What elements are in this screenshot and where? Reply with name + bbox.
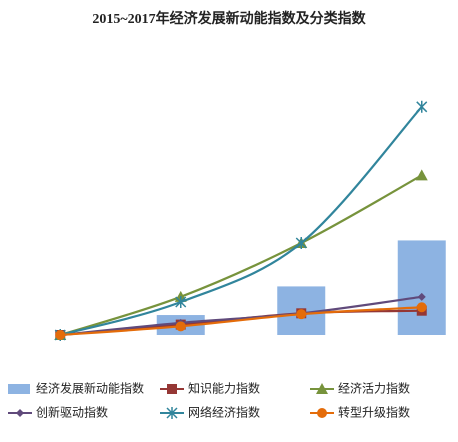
legend-marker: [167, 384, 177, 394]
legend-label: 知识能力指数: [188, 381, 260, 396]
point-marker: [55, 330, 66, 340]
series-line: [59, 106, 423, 337]
series-line: [59, 174, 423, 337]
chart-title: 2015~2017年经济发展新动能指数及分类指数: [92, 10, 366, 27]
legend-label: 经济活力指数: [338, 381, 410, 396]
legend-marker: [16, 409, 24, 417]
legend-label: 网络经济指数: [188, 405, 260, 420]
point-marker: [296, 309, 307, 320]
series-line: [60, 306, 422, 337]
legend-label: 转型升级指数: [338, 405, 410, 420]
legend-swatch: [8, 384, 30, 394]
point-marker: [417, 292, 426, 301]
legend-marker: [317, 408, 327, 418]
legend-label: 创新驱动指数: [36, 405, 108, 420]
point-marker: [416, 100, 428, 113]
legend-marker: [166, 407, 178, 419]
legend-marker: [316, 383, 328, 394]
legend-label: 经济发展新动能指数: [36, 381, 144, 396]
point-marker: [175, 321, 186, 332]
point-marker: [295, 237, 307, 250]
point-marker: [416, 302, 427, 313]
bar: [397, 240, 446, 335]
series-line: [60, 295, 422, 337]
point-marker: [175, 296, 187, 309]
point-marker: [415, 169, 428, 181]
